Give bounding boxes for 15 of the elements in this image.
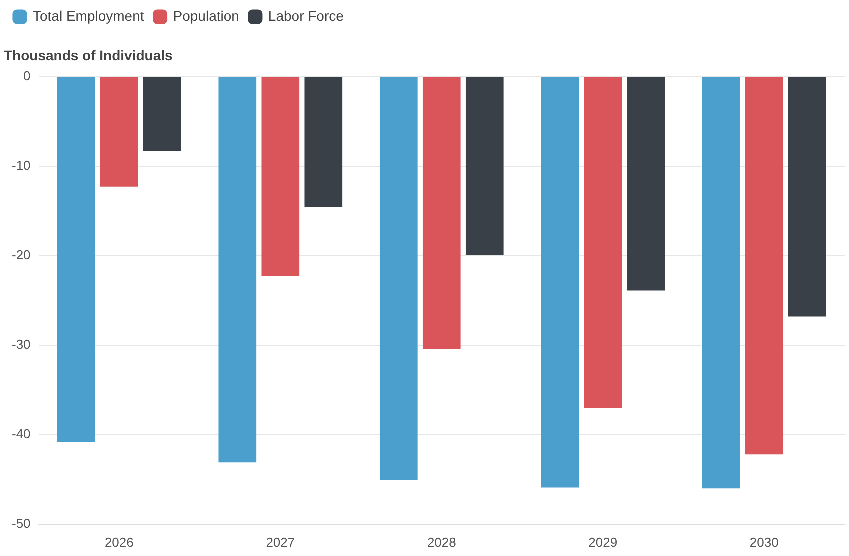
y-tick-label: -20 (12, 247, 31, 262)
y-axis-title: Thousands of Individuals (4, 47, 173, 64)
y-tick-label: 0 (24, 68, 31, 84)
x-tick-label: 2029 (588, 534, 618, 550)
x-tick-label: 2026 (104, 534, 134, 550)
x-tick-label: 2027 (266, 534, 296, 550)
y-tick-label: -10 (12, 158, 31, 173)
y-tick-label: -50 (12, 516, 31, 531)
x-tick-label: 2028 (427, 534, 456, 550)
y-tick-label: -40 (12, 426, 31, 442)
x-tick-label: 2030 (750, 534, 779, 550)
legend-label: Total Employment (33, 8, 144, 24)
legend-label: Labor Force (268, 8, 344, 24)
legend-label: Population (173, 8, 240, 24)
y-tick-label: -30 (12, 336, 31, 352)
